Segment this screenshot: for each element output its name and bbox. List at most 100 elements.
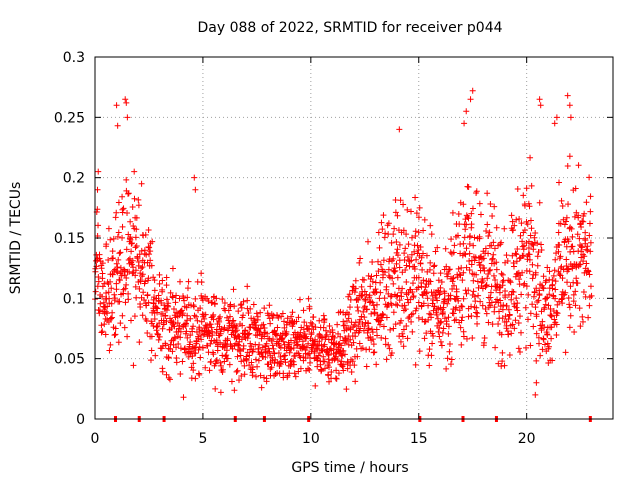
data-point	[392, 321, 399, 328]
data-point	[587, 193, 594, 200]
data-point	[583, 260, 590, 267]
data-point	[172, 299, 179, 306]
data-point	[457, 272, 464, 279]
data-point	[465, 215, 472, 222]
data-point	[539, 346, 546, 353]
data-point	[95, 168, 102, 175]
data-point	[162, 312, 169, 319]
data-point	[114, 264, 121, 271]
data-point	[567, 114, 574, 121]
data-point	[423, 252, 430, 259]
data-point	[286, 341, 293, 348]
data-point	[549, 285, 556, 292]
data-point	[102, 331, 109, 338]
data-point	[257, 325, 264, 332]
data-point	[371, 306, 378, 313]
data-point	[558, 197, 565, 204]
data-point	[525, 291, 532, 298]
data-point	[528, 182, 535, 189]
data-point	[191, 174, 198, 181]
data-point	[492, 276, 499, 283]
data-point	[453, 316, 460, 323]
data-point	[377, 321, 384, 328]
data-point	[569, 233, 576, 240]
data-point	[189, 328, 196, 335]
x-tick-label: 0	[91, 431, 100, 447]
data-point	[576, 235, 583, 242]
data-point	[507, 279, 514, 286]
data-point	[290, 361, 297, 368]
data-point	[127, 234, 134, 241]
data-point	[481, 334, 488, 341]
data-point	[531, 289, 538, 296]
data-point	[279, 310, 286, 317]
data-point	[581, 253, 588, 260]
data-point	[461, 234, 468, 241]
data-point	[405, 315, 412, 322]
data-point	[137, 304, 144, 311]
data-point	[332, 375, 339, 382]
data-point	[264, 330, 271, 337]
data-point	[546, 268, 553, 275]
data-point	[360, 327, 367, 334]
data-point	[465, 313, 472, 320]
y-axis-label: SRMTID / TECUs	[8, 182, 24, 295]
data-point	[187, 339, 194, 346]
data-point	[163, 371, 170, 378]
data-point	[169, 294, 176, 301]
data-point	[162, 342, 169, 349]
data-point	[513, 304, 520, 311]
data-point	[474, 320, 481, 327]
data-point	[213, 326, 220, 333]
data-point	[379, 310, 386, 317]
data-point	[550, 292, 557, 299]
data-point	[143, 302, 150, 309]
data-point	[559, 203, 566, 210]
data-point	[430, 270, 437, 277]
data-point	[306, 359, 313, 366]
data-point	[205, 329, 212, 336]
data-point	[543, 277, 550, 284]
data-point	[482, 305, 489, 312]
data-point	[107, 278, 114, 285]
data-point	[542, 301, 549, 308]
data-point	[123, 176, 130, 183]
data-point	[444, 355, 451, 362]
data-point	[333, 367, 340, 374]
data-point	[345, 341, 352, 348]
data-point	[184, 285, 191, 292]
data-point	[177, 278, 184, 285]
data-point	[569, 243, 576, 250]
data-point	[523, 283, 530, 290]
data-point	[167, 289, 174, 296]
data-point	[253, 310, 260, 317]
data-point	[445, 314, 452, 321]
data-point	[141, 247, 148, 254]
data-point	[451, 242, 458, 249]
data-point	[410, 310, 417, 317]
data-point	[467, 96, 474, 103]
data-point	[533, 357, 540, 364]
data-point	[470, 242, 477, 249]
data-point	[180, 394, 187, 401]
data-point	[159, 277, 166, 284]
data-point	[473, 313, 480, 320]
data-point	[563, 214, 570, 221]
data-point	[343, 338, 350, 345]
data-point	[147, 357, 154, 364]
data-point	[398, 317, 405, 324]
data-point	[205, 298, 212, 305]
data-point	[212, 385, 219, 392]
data-point	[426, 362, 433, 369]
data-point	[408, 208, 415, 215]
data-point	[523, 185, 530, 192]
data-point	[534, 253, 541, 260]
data-point	[358, 292, 365, 299]
data-point	[584, 247, 591, 254]
data-point	[322, 365, 329, 372]
data-point	[128, 317, 135, 324]
data-point	[557, 253, 564, 260]
data-point	[514, 300, 521, 307]
data-point	[130, 223, 137, 230]
data-point	[258, 350, 265, 357]
